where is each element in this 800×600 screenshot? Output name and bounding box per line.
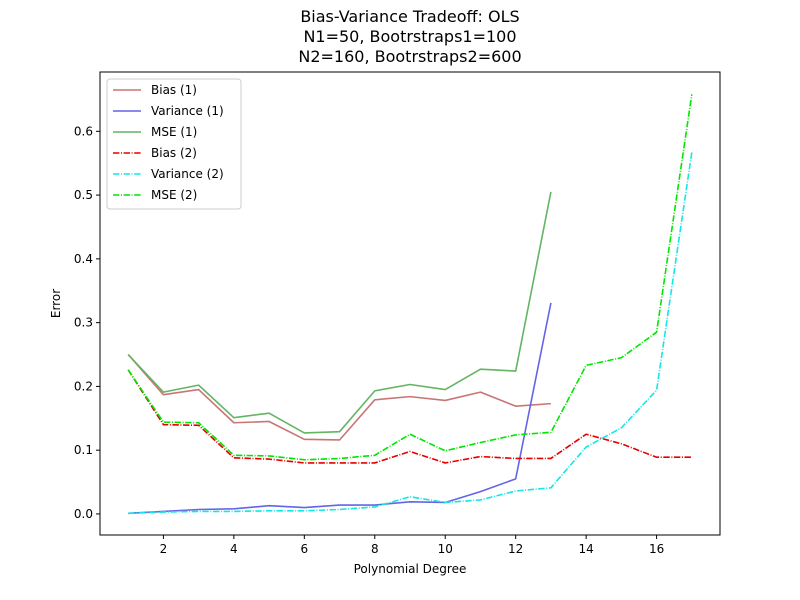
plot-area [99, 71, 721, 536]
series-line-6 [127, 94, 693, 461]
y-axis-ticks: 0.0 0.1 0.2 0.3 0.4 0.5 0.6 [74, 124, 100, 521]
x-tick-label: 12 [508, 542, 523, 556]
series-line-3 [127, 191, 552, 434]
series-line-1 [127, 353, 551, 441]
axes-frame [99, 71, 721, 536]
title-line-2: N1=50, Bootrstraps1=100 [303, 27, 516, 46]
x-axis-label: Polynomial Degree [354, 562, 467, 576]
legend-entry: Bias (1) [151, 83, 197, 97]
series-line-2 [128, 302, 552, 515]
legend-entry: Variance (1) [151, 104, 224, 118]
legend-entry: Bias (2) [151, 146, 197, 160]
y-tick-label: 0.6 [74, 124, 93, 138]
x-axis-ticks: 2 4 6 8 10 12 14 16 [160, 535, 664, 556]
series-line-4 [127, 369, 692, 464]
y-tick-label: 0.1 [74, 443, 93, 457]
legend-entry: MSE (1) [151, 125, 197, 139]
x-tick-label: 6 [300, 542, 308, 556]
title-line-3: N2=160, Bootrstraps2=600 [298, 47, 521, 66]
x-tick-label: 14 [578, 542, 593, 556]
legend-entry: MSE (2) [151, 188, 197, 202]
legend-entry: Variance (2) [151, 167, 224, 181]
x-tick-label: 8 [371, 542, 379, 556]
title-line-1: Bias-Variance Tradeoff: OLS [300, 7, 519, 26]
x-tick-label: 4 [230, 542, 238, 556]
y-axis-label: Error [49, 289, 63, 318]
legend: Bias (1) Variance (1) MSE (1) Bias (2) Varia… [106, 78, 242, 210]
x-tick-label: 10 [438, 542, 453, 556]
x-tick-label: 2 [160, 542, 168, 556]
y-tick-label: 0.0 [74, 507, 93, 521]
y-tick-label: 0.5 [74, 188, 93, 202]
y-tick-label: 0.3 [74, 316, 93, 330]
series-line-5 [128, 152, 693, 515]
y-tick-label: 0.2 [74, 379, 93, 393]
x-tick-label: 16 [649, 542, 664, 556]
y-tick-label: 0.4 [74, 252, 93, 266]
